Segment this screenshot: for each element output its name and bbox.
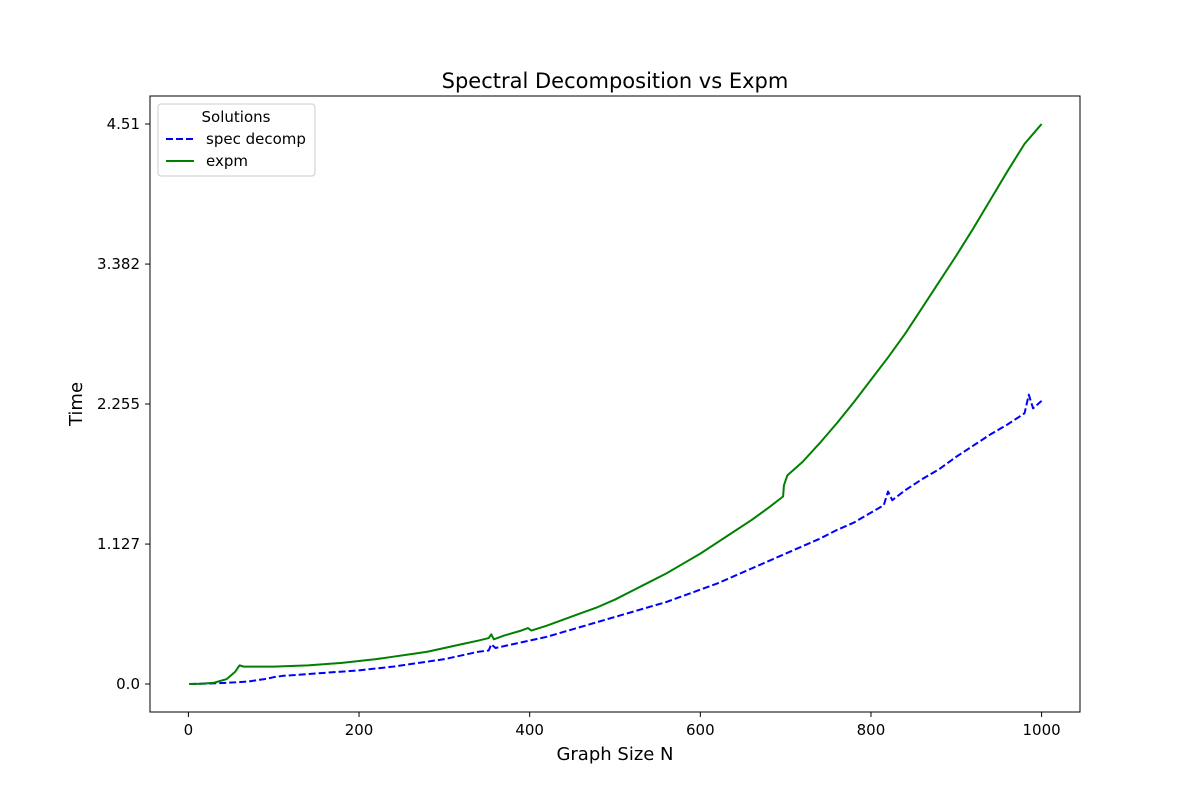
y-tick-label: 2.255 (97, 395, 140, 413)
chart-title: Spectral Decomposition vs Expm (442, 69, 789, 93)
legend-label-spec-decomp: spec decomp (206, 130, 306, 148)
legend-title: Solutions (202, 108, 271, 126)
y-axis-label: Time (66, 382, 87, 427)
y-tick-label: 0.0 (116, 675, 140, 693)
x-tick-label: 1000 (1023, 721, 1061, 739)
x-tick-label: 200 (345, 721, 374, 739)
x-tick-label: 400 (515, 721, 544, 739)
legend-label-expm: expm (206, 152, 248, 170)
legend-box (157, 103, 316, 177)
x-tick-label: 0 (184, 721, 194, 739)
y-tick-label: 4.51 (107, 115, 140, 133)
x-axis-label: Graph Size N (556, 744, 673, 765)
y-tick-label: 1.127 (97, 535, 140, 553)
x-tick-label: 600 (686, 721, 715, 739)
series-line-expm (189, 123, 1043, 685)
plot-area: 0 200 400 600 800 1000 0.0 1.127 2.255 3.382 4.51 S… (97, 95, 1081, 739)
y-tick-label: 3.382 (97, 255, 140, 273)
x-tick-label: 800 (857, 721, 886, 739)
